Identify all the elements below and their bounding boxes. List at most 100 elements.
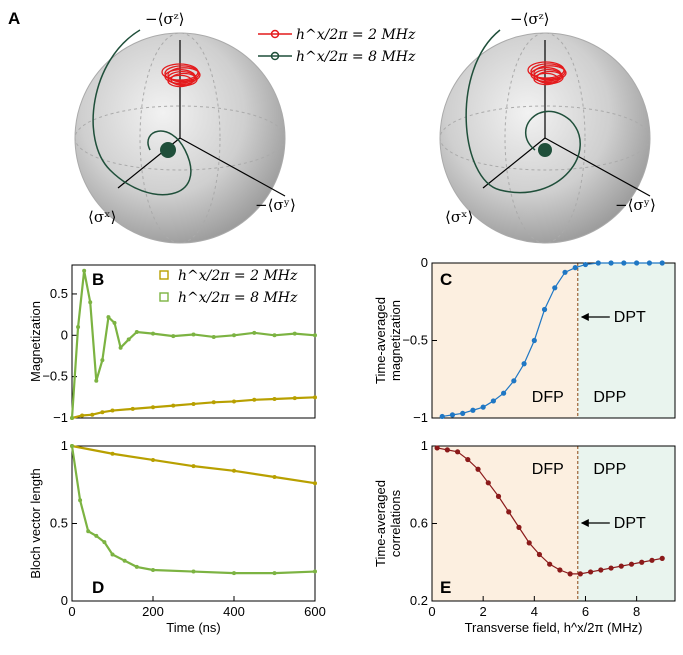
data-point — [191, 332, 196, 337]
data-point — [252, 330, 257, 335]
region-dpp-bg — [577, 263, 675, 418]
data-point — [134, 564, 139, 569]
bloch-x-label-left: ⟨σˣ⟩ — [88, 208, 116, 226]
bloch-y-label-right: −⟨σʸ⟩ — [615, 196, 656, 214]
data-point — [562, 269, 568, 275]
data-point — [232, 399, 236, 404]
bloch-z-label-left: −⟨σᶻ⟩ — [145, 10, 184, 28]
y-axis-label: correlations — [388, 489, 403, 557]
bloch-x-label-right: ⟨σˣ⟩ — [445, 208, 473, 226]
red-ring — [170, 72, 198, 87]
data-point — [490, 398, 496, 404]
data-point — [621, 260, 627, 266]
data-point — [232, 468, 236, 473]
data-point — [80, 413, 85, 418]
data-point — [628, 561, 635, 567]
y-tick-label: −1 — [413, 410, 428, 425]
x-tick-label: 600 — [304, 604, 326, 619]
series-line — [70, 270, 316, 419]
y-tick-label: 0 — [61, 327, 68, 342]
x-tick-label: 0 — [68, 604, 75, 619]
panel-c: −1 −0.5 0C Time-averaged magnetization DFP DPP… — [373, 255, 676, 425]
data-point — [582, 261, 589, 268]
data-point — [531, 337, 537, 344]
y-tick-label: −0.5 — [402, 333, 428, 348]
data-point — [191, 401, 196, 406]
data-point — [552, 285, 558, 291]
data-point — [272, 333, 277, 338]
x-tick-label: 400 — [223, 604, 245, 619]
panel-label: B — [92, 270, 104, 289]
data-point — [557, 567, 563, 573]
bloch-sphere-right — [439, 29, 651, 244]
panel-d: 0 0.5 1 0 200 400 600 D Bloch vector length Time … — [28, 438, 326, 635]
dpt-label: DPT — [614, 515, 646, 532]
data-point — [646, 260, 653, 266]
data-point — [110, 552, 115, 557]
region-label-dfp: DFP — [532, 389, 564, 406]
data-point — [595, 260, 601, 266]
data-point — [506, 509, 512, 515]
data-point — [526, 540, 532, 546]
y-axis-label: Time-averaged — [373, 297, 388, 384]
data-point — [292, 331, 297, 336]
data-point — [76, 325, 81, 330]
y-axis-label: Time-averaged — [373, 480, 388, 567]
y-axis-label: magnetization — [388, 300, 403, 381]
data-point — [110, 451, 115, 456]
data-point — [465, 456, 471, 463]
green-trajectory-right — [465, 29, 581, 194]
data-point — [567, 571, 573, 577]
data-point — [470, 407, 476, 413]
y-tick-label: 0.5 — [50, 286, 68, 301]
data-point — [659, 555, 665, 561]
data-point — [587, 569, 594, 575]
data-point — [618, 563, 624, 569]
panel-label: E — [440, 578, 451, 597]
red-ring — [167, 74, 193, 88]
red-ring — [533, 65, 567, 81]
x-tick-label: 6 — [582, 604, 589, 619]
dpt-arrowhead — [580, 519, 589, 527]
y-tick-label: 0.5 — [50, 516, 68, 531]
data-point — [100, 410, 105, 415]
region-label-dpp: DPP — [593, 389, 626, 406]
data-point — [171, 334, 176, 339]
data-point — [191, 569, 196, 574]
data-point — [639, 559, 645, 565]
panel-e: 0.2 0.6 1 0 2 4 6 8 E Time-averaged correlations Tr… — [373, 438, 676, 635]
data-point — [126, 337, 131, 342]
data-point — [86, 529, 91, 534]
data-point — [122, 558, 127, 563]
data-point — [118, 345, 123, 350]
y-tick-label: 0.2 — [410, 593, 428, 608]
data-point — [90, 412, 95, 417]
data-point — [94, 378, 99, 383]
data-point — [313, 333, 317, 338]
red-ring — [167, 67, 201, 83]
x-tick-label: 0 — [428, 604, 435, 619]
plot-frame — [71, 264, 316, 419]
x-tick-label: 2 — [480, 604, 487, 619]
data-point — [252, 397, 257, 402]
y-axis-label: Bloch vector length — [28, 468, 43, 579]
data-point — [444, 447, 450, 453]
x-tick-label: 4 — [531, 604, 538, 619]
data-point — [100, 358, 105, 363]
legend-b-marker — [159, 270, 169, 280]
data-point — [151, 405, 155, 410]
y-tick-label: 0.6 — [410, 516, 428, 531]
green-endpoint-left — [160, 142, 176, 158]
data-point — [292, 396, 297, 401]
data-point — [577, 571, 583, 577]
data-point — [501, 390, 507, 396]
data-point — [572, 265, 578, 271]
dpt-label: DPT — [614, 309, 646, 326]
panel-label: D — [92, 578, 104, 597]
data-point — [151, 568, 155, 572]
data-point — [102, 540, 107, 545]
data-point — [454, 449, 461, 455]
data-point — [608, 260, 614, 266]
